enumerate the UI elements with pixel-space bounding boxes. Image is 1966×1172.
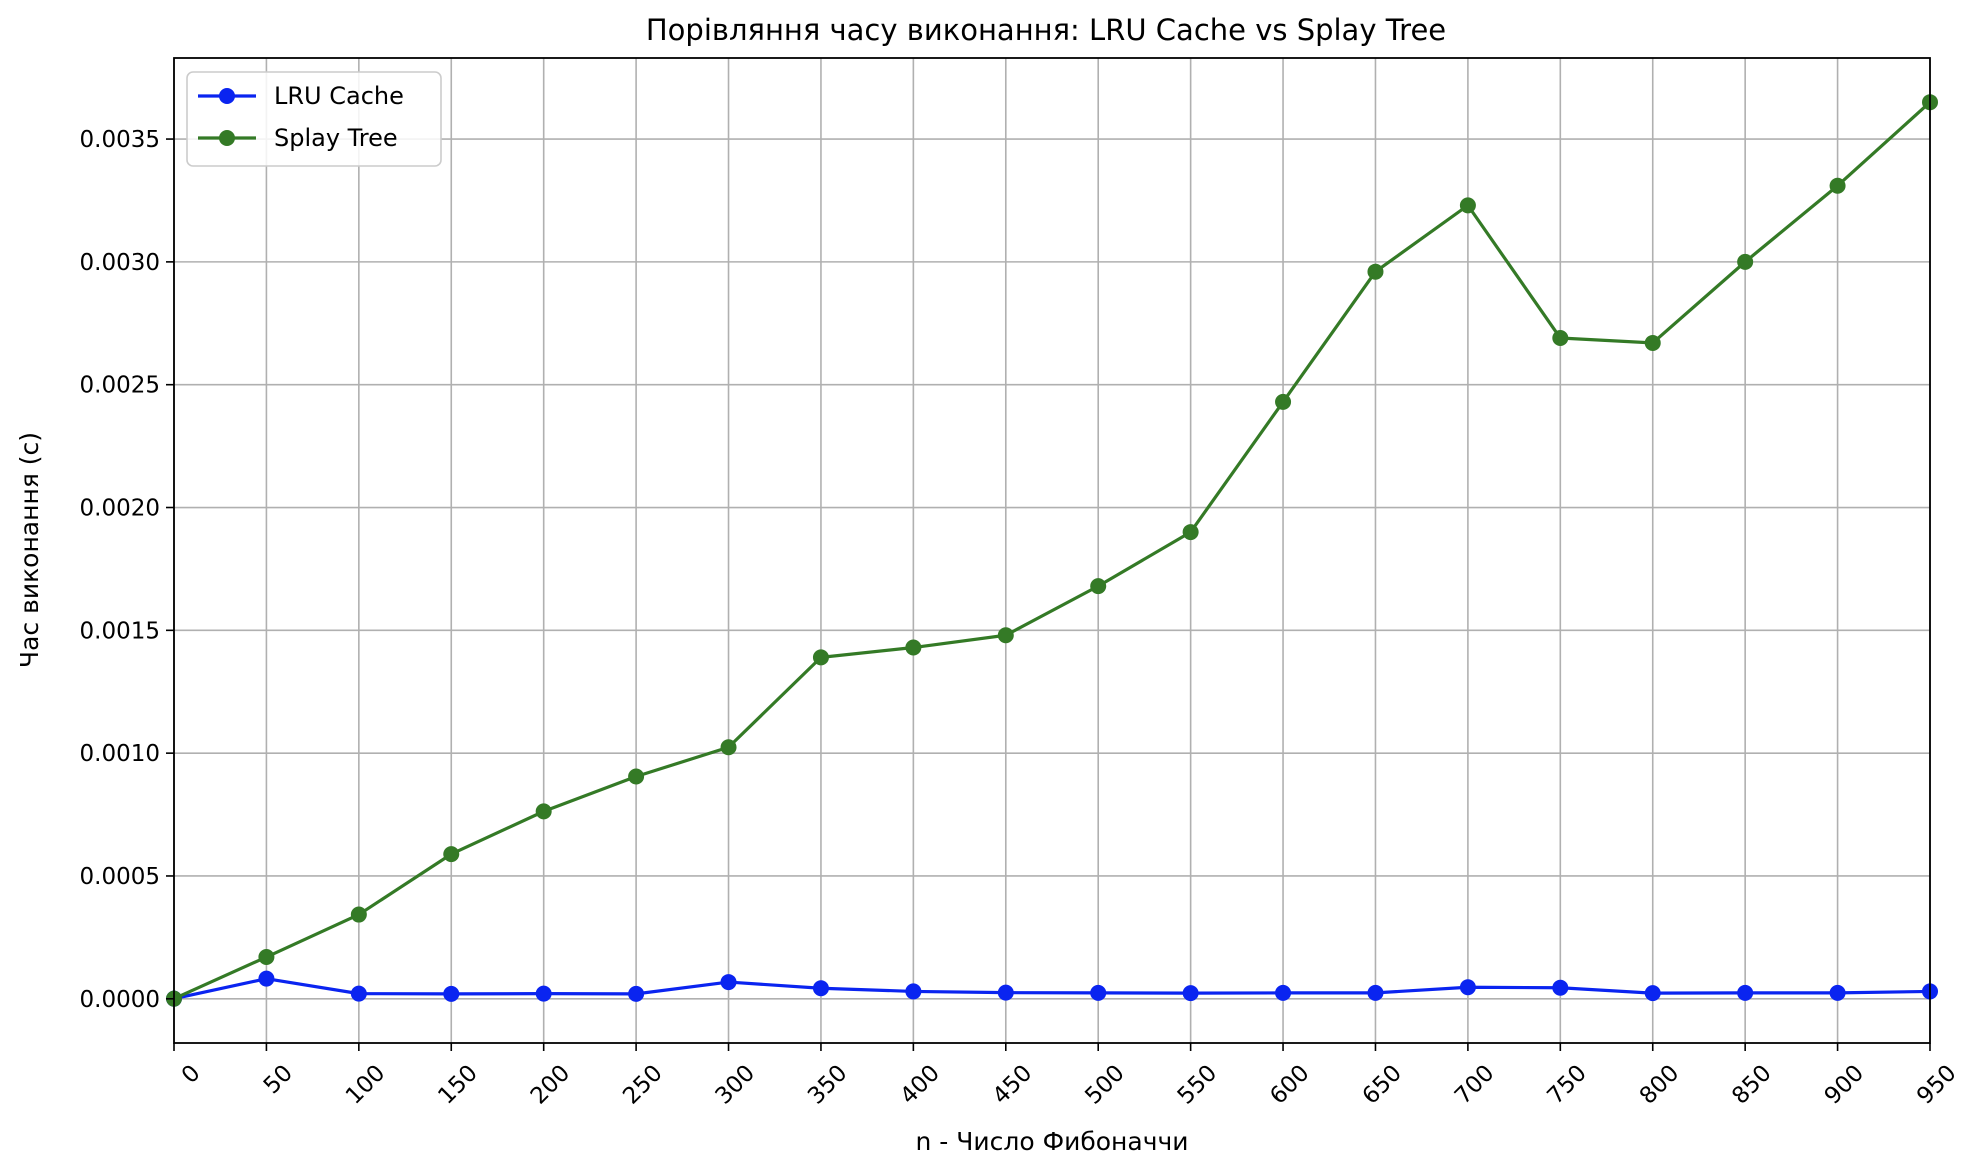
y-tick-label: 0.0030	[80, 250, 160, 276]
x-tick-label: 700	[1450, 1060, 1499, 1109]
legend-label: LRU Cache	[274, 82, 404, 110]
x-tick-label: 850	[1727, 1060, 1776, 1109]
lru-cache-point	[350, 985, 367, 1002]
splay-tree-point	[720, 739, 737, 756]
x-tick-label: 550	[1173, 1060, 1222, 1109]
y-tick-label: 0.0015	[80, 618, 160, 644]
splay-tree-point	[1182, 524, 1199, 541]
lru-cache-point	[1552, 979, 1569, 996]
lru-cache-point	[443, 985, 460, 1002]
legend-swatch-marker	[219, 130, 235, 146]
legend-item-splay-tree: Splay Tree	[198, 124, 398, 152]
x-tick-label: 400	[895, 1060, 944, 1109]
x-tick-label: 100	[341, 1060, 390, 1109]
splay-tree-point	[1644, 334, 1661, 351]
lru-cache-point	[905, 983, 922, 1000]
lru-cache-point	[1090, 984, 1107, 1001]
lru-cache-point	[1737, 984, 1754, 1001]
lru-cache-point	[720, 974, 737, 991]
grid-lines	[173, 58, 1931, 1043]
splay-tree-point	[812, 649, 829, 666]
legend: LRU Cache Splay Tree	[186, 71, 442, 167]
y-tick-label: 0.0005	[80, 864, 160, 890]
lru-cache-point	[535, 985, 552, 1002]
splay-tree-point	[443, 846, 460, 863]
x-tick-label: 800	[1635, 1060, 1684, 1109]
lru-cache-point	[812, 980, 829, 997]
x-tick-label: 950	[1912, 1060, 1961, 1109]
x-tick-label: 650	[1358, 1060, 1407, 1109]
lru-cache-series	[166, 970, 1938, 1007]
legend-swatch-marker	[219, 88, 235, 104]
lru-cache-point	[628, 985, 645, 1002]
lru-cache-point	[1182, 985, 1199, 1002]
x-tick-label: 900	[1820, 1060, 1869, 1109]
y-tick-label: 0.0010	[80, 741, 160, 767]
splay-tree-point	[258, 949, 275, 966]
lru-cache-point	[1275, 984, 1292, 1001]
y-tick-label: 0.0000	[80, 987, 160, 1013]
legend-item-lru-cache: LRU Cache	[198, 82, 404, 110]
legend-label: Splay Tree	[274, 124, 398, 152]
axis-ticks: 0 50 100 150 200 250 300 350 400 450 500 550 600 650 7…	[80, 127, 1962, 1110]
splay-tree-point	[1459, 197, 1476, 214]
x-tick-label: 350	[803, 1060, 852, 1109]
splay-tree-line	[173, 101, 1932, 1001]
lru-cache-line	[173, 977, 1931, 1001]
splay-tree-point	[1829, 177, 1846, 194]
splay-tree-series	[166, 94, 1938, 1007]
x-tick-label: 300	[711, 1060, 760, 1109]
x-tick-label: 500	[1080, 1060, 1129, 1109]
lru-cache-point	[1459, 979, 1476, 996]
x-tick-label: 150	[433, 1060, 482, 1109]
splay-tree-point	[350, 906, 367, 923]
y-tick-label: 0.0020	[80, 496, 160, 522]
chart-title: Порівляння часу виконання: LRU Cache vs …	[646, 13, 1446, 47]
splay-tree-point	[1552, 330, 1569, 347]
y-axis-label: Час виконання (с)	[15, 432, 44, 668]
x-tick-label: 50	[259, 1060, 298, 1099]
lru-cache-point	[258, 970, 275, 987]
series-layer	[166, 94, 1938, 1007]
splay-tree-point	[997, 627, 1014, 644]
x-tick-label: 600	[1265, 1060, 1314, 1109]
lru-cache-point	[1644, 985, 1661, 1002]
x-tick-label: 200	[526, 1060, 575, 1109]
x-tick-label: 0	[177, 1060, 206, 1089]
splay-tree-point	[1090, 578, 1107, 595]
plot-frame	[173, 57, 1931, 1044]
x-tick-label: 250	[618, 1060, 667, 1109]
lru-cache-point	[997, 984, 1014, 1001]
lru-cache-point	[1367, 984, 1384, 1001]
splay-tree-point	[1737, 253, 1754, 270]
splay-tree-point	[905, 639, 922, 656]
x-tick-label: 750	[1542, 1060, 1591, 1109]
x-tick-label: 450	[988, 1060, 1037, 1109]
splay-tree-point	[1367, 263, 1384, 280]
splay-tree-point	[535, 803, 552, 820]
splay-tree-point	[628, 768, 645, 785]
splay-tree-point	[1275, 393, 1292, 410]
lru-cache-point	[1829, 984, 1846, 1001]
y-tick-label: 0.0035	[80, 127, 160, 153]
y-tick-label: 0.0025	[80, 373, 160, 399]
x-axis-label: n - Число Фибоначчи	[915, 1127, 1188, 1156]
